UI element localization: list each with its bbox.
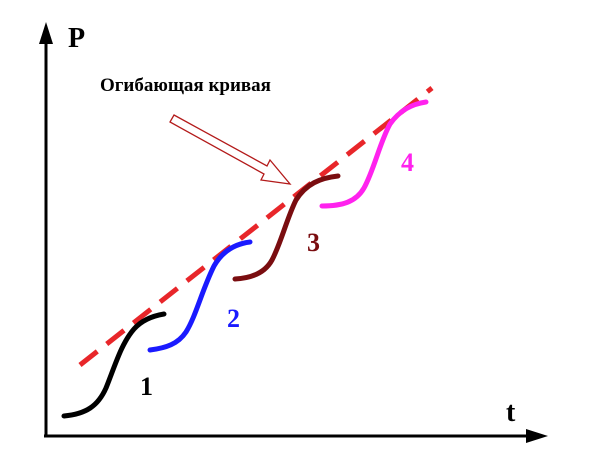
curve-label-2: 2 xyxy=(227,304,240,333)
curve-label-3: 3 xyxy=(307,228,320,257)
s-curve-2 xyxy=(147,239,253,353)
envelope-dashed-line xyxy=(78,86,434,367)
envelope-label: Огибающая кривая xyxy=(100,75,271,96)
y-axis-arrowhead xyxy=(39,22,53,44)
y-axis-label: P xyxy=(68,23,85,54)
x-axis-arrowhead xyxy=(526,429,548,443)
envelope-pointer-arrow xyxy=(169,114,292,185)
s-curve-1 xyxy=(61,311,167,419)
curve-label-4: 4 xyxy=(401,148,414,177)
curve-label-1: 1 xyxy=(140,372,153,401)
x-axis-label: t xyxy=(506,397,516,428)
s-curve-3 xyxy=(232,173,341,282)
axes xyxy=(39,22,548,443)
s-curve-4 xyxy=(319,99,429,209)
